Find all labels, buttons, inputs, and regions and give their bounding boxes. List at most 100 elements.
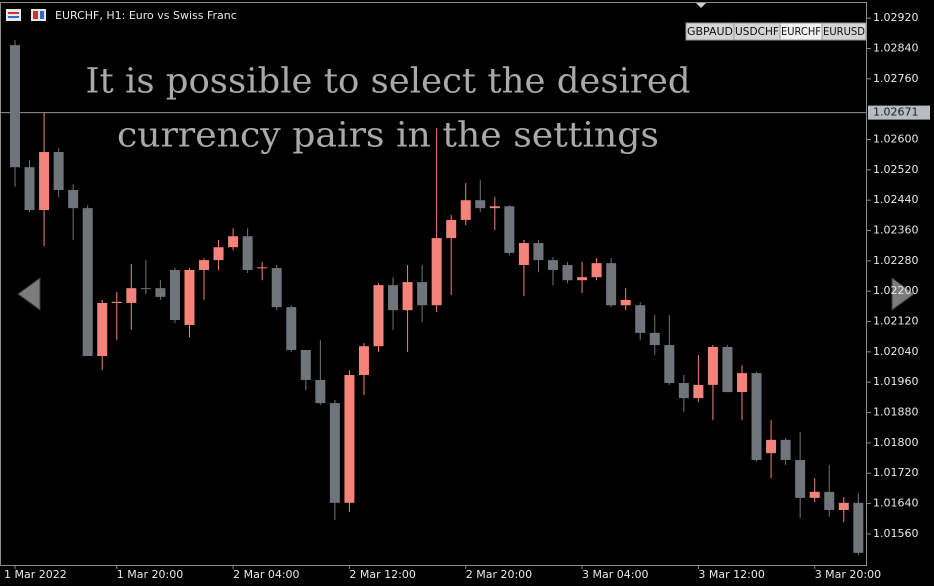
candle-body — [431, 238, 442, 306]
x-tick-label: 3 Mar 12:00 — [698, 568, 764, 581]
candle-body — [155, 288, 166, 297]
candle-body — [649, 332, 660, 346]
y-tick-label: 1.02440 — [873, 193, 919, 206]
candle-body — [722, 346, 733, 393]
candle-body — [460, 200, 471, 220]
plot — [0, 40, 866, 556]
candle-body — [475, 200, 486, 209]
candle-body — [329, 403, 340, 503]
plot-frame — [0, 2, 867, 566]
y-tick-label: 1.02360 — [873, 224, 919, 237]
y-tick-label: 1.02520 — [873, 163, 919, 176]
trade-icon-part — [33, 11, 38, 19]
y-tick-label: 1.01560 — [873, 527, 919, 540]
scroll-right-arrow[interactable] — [891, 277, 915, 311]
x-tick-label: 1 Mar 2022 — [4, 568, 67, 581]
candle-body — [489, 206, 500, 209]
y-tick-label: 1.01960 — [873, 375, 919, 388]
overlay: It is possible to select the desired curr… — [86, 62, 691, 156]
candle-body — [271, 268, 282, 308]
candle-body — [577, 277, 588, 281]
candle-body — [678, 382, 689, 399]
x-tick-label: 1 Mar 20:00 — [117, 568, 183, 581]
candle-body — [388, 285, 399, 311]
y-tick-label: 1.02280 — [873, 254, 919, 267]
candle-body — [315, 379, 326, 404]
symbol-tabs: GBPAUD USDCHF EURCHF EURUSD — [685, 22, 867, 41]
candle-body — [111, 301, 122, 303]
candle-body — [10, 45, 20, 168]
y-tick-label: 1.01720 — [873, 466, 919, 479]
scroll-left-arrow[interactable] — [17, 277, 41, 311]
symbol-tab-label[interactable]: GBPAUD — [687, 25, 733, 38]
candle-body — [300, 349, 311, 380]
x-tick-label: 3 Mar 20:00 — [815, 568, 881, 581]
y-tick-label: 1.02760 — [873, 72, 919, 85]
candle-body — [751, 373, 762, 460]
candle-body — [53, 152, 64, 190]
candle-body — [795, 459, 806, 498]
current-price-box — [868, 105, 930, 120]
candle-body — [358, 346, 369, 376]
candle-body — [213, 247, 224, 261]
candle-body — [853, 502, 864, 553]
candle-body — [184, 269, 195, 325]
candle-body — [402, 282, 413, 311]
menu-icon — [6, 9, 21, 21]
candle-body — [417, 282, 428, 306]
x-tick-label: 2 Mar 12:00 — [349, 568, 415, 581]
trade-icon-part — [40, 11, 44, 19]
symbol-tab[interactable] — [821, 22, 867, 41]
candle-body — [140, 288, 151, 290]
y-tick-label: 1.02120 — [873, 315, 919, 328]
candle-body — [68, 189, 79, 209]
candle-body — [24, 167, 35, 211]
candle-body — [635, 305, 646, 333]
y-tick-label: 1.01880 — [873, 406, 919, 419]
candle-body — [547, 260, 558, 270]
y-tick-label: 1.02600 — [873, 133, 919, 146]
candle-body — [242, 236, 253, 270]
candle-body — [591, 263, 602, 278]
candle-body — [286, 307, 297, 350]
y-tick-label: 1.02200 — [873, 284, 919, 297]
y-tick-label: 1.02840 — [873, 42, 919, 55]
candle-body — [620, 299, 631, 306]
y-tick-label: 1.02920 — [873, 11, 919, 24]
y-tick-label: 1.01800 — [873, 436, 919, 449]
candle-body — [199, 260, 210, 270]
candle-body — [518, 243, 529, 266]
symbol-tab-label[interactable]: EURCHF — [781, 25, 821, 38]
candle-body — [97, 302, 108, 357]
candle-body — [664, 345, 675, 383]
candle-body — [838, 502, 849, 511]
menu-icon-bar — [8, 16, 19, 18]
y-tick-label: 1.01640 — [873, 497, 919, 510]
candle-body — [693, 384, 704, 399]
candle-body — [82, 208, 93, 357]
x-tick-label: 2 Mar 20:00 — [466, 568, 532, 581]
candle-body — [562, 265, 573, 281]
candle-body — [228, 236, 239, 248]
candle-body — [780, 439, 791, 460]
menu-icon-bar — [8, 12, 19, 14]
y-tick-label: 1.02040 — [873, 345, 919, 358]
candle-body — [257, 267, 268, 269]
annotation-text: currency pairs in the settings — [117, 116, 659, 156]
candle-body — [126, 288, 137, 303]
chart-icons — [6, 9, 46, 21]
candle-body — [344, 375, 355, 503]
candle-body — [39, 152, 50, 211]
x-tick-label: 3 Mar 04:00 — [582, 568, 648, 581]
x-tick-label: 2 Mar 04:00 — [233, 568, 299, 581]
symbol-tab-label[interactable]: USDCHF — [735, 25, 779, 38]
candle-body — [373, 285, 384, 347]
candle-body — [533, 243, 544, 261]
candle-body — [169, 269, 180, 321]
current-price-label: 1.02671 — [873, 106, 919, 119]
symbol-tab-label[interactable]: EURUSD — [823, 25, 865, 38]
tab-indicator — [696, 3, 706, 8]
chart-title: EURCHF, H1: Euro vs Swiss Franc — [55, 9, 237, 22]
